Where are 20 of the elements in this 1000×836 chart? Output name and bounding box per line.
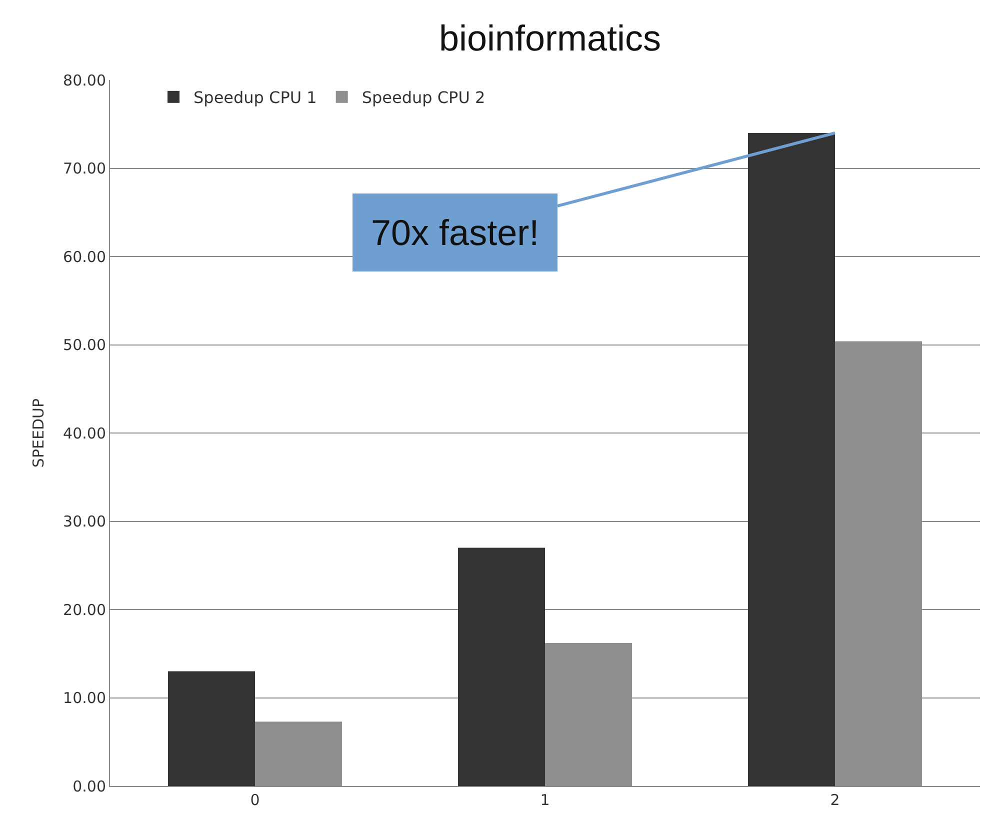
y-axis-title: SPEEDUP	[29, 398, 48, 468]
annotation: 70x faster!	[371, 212, 540, 253]
legend-label: Speedup CPU 1	[194, 88, 317, 108]
y-tick-label: 80.00	[63, 71, 106, 90]
y-tick-label: 60.00	[63, 248, 106, 266]
x-tick-label: 1	[540, 791, 550, 809]
bar	[458, 548, 545, 786]
bar	[168, 671, 255, 786]
x-tick-label: 0	[250, 791, 260, 809]
legend-label: Speedup CPU 2	[362, 88, 486, 108]
chart-title: bioinformatics	[438, 17, 662, 58]
bar	[748, 132, 835, 786]
y-tick-label: 10.00	[63, 689, 106, 707]
y-tick-label: 70.00	[63, 160, 106, 178]
y-tick-label: 20.00	[63, 600, 106, 619]
y-tick-label: 0.00	[72, 777, 106, 796]
x-tick-label: 2	[830, 791, 840, 809]
y-tick-label: 40.00	[63, 424, 106, 442]
y-tick-label: 30.00	[63, 512, 106, 530]
y-tick-label: 50.00	[63, 336, 106, 354]
